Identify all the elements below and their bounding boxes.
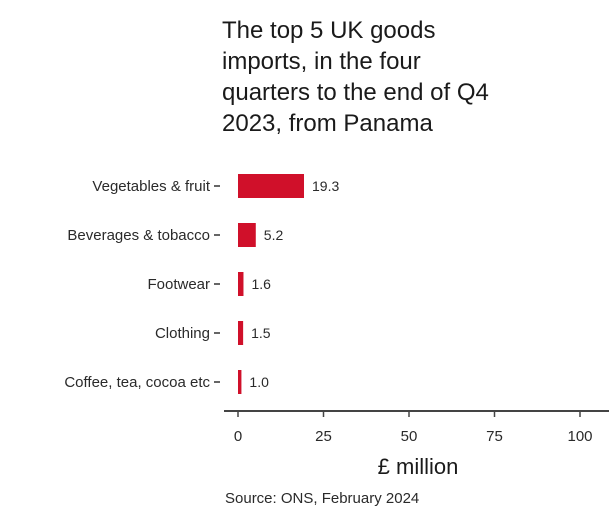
category-label: Footwear	[147, 276, 210, 293]
x-tick-label: 50	[401, 428, 418, 445]
chart-title: The top 5 UK goods imports, in the four qu…	[222, 17, 489, 137]
category-label: Vegetables & fruit	[92, 178, 210, 195]
x-tick-label: 0	[234, 428, 242, 445]
source-note: Source: ONS, February 2024	[225, 490, 419, 507]
value-label: 19.3	[312, 178, 339, 194]
bar	[238, 223, 256, 247]
value-labels: 19.3 5.2 1.6 1.5 1.0	[249, 178, 339, 390]
chart-title-line: imports, in the four	[222, 48, 421, 75]
bars	[238, 174, 305, 394]
bar	[238, 321, 244, 345]
category-label: Coffee, tea, cocoa etc	[64, 374, 210, 391]
bar	[238, 370, 242, 394]
category-label: Clothing	[155, 325, 210, 342]
x-axis: 0 25 50 75 100	[224, 410, 609, 445]
value-label: 1.6	[251, 276, 271, 292]
chart-title-line: The top 5 UK goods	[222, 17, 435, 44]
x-tick-label: 75	[486, 428, 503, 445]
bar	[238, 174, 305, 198]
value-label: 1.0	[249, 374, 269, 390]
x-tick-label: 100	[567, 428, 592, 445]
value-label: 5.2	[264, 227, 284, 243]
chart-title-line: 2023, from Panama	[222, 110, 433, 137]
category-labels: Vegetables & fruit Beverages & tobacco Foo…	[64, 178, 220, 391]
value-label: 1.5	[251, 325, 271, 341]
bar	[238, 272, 244, 296]
category-label: Beverages & tobacco	[67, 227, 210, 244]
chart-title-line: quarters to the end of Q4	[222, 79, 489, 106]
x-axis-title: £ million	[378, 454, 459, 479]
x-tick-label: 25	[315, 428, 332, 445]
